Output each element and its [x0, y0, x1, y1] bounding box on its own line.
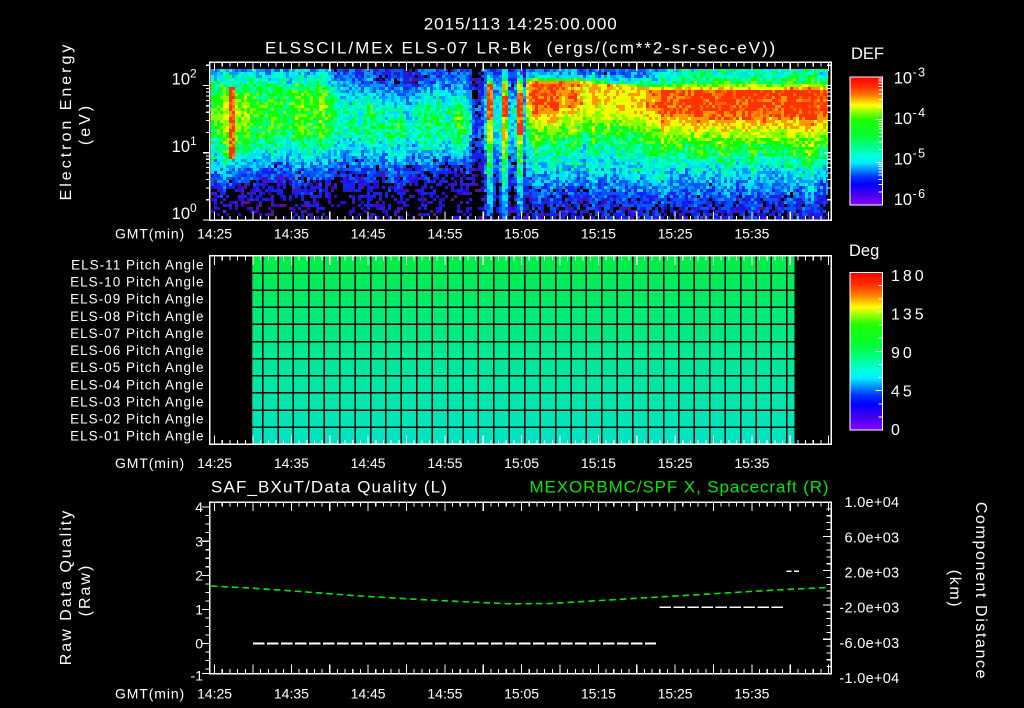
svg-text:14:55: 14:55	[427, 226, 462, 242]
svg-text:10: 10	[172, 205, 190, 223]
svg-text:0: 0	[891, 422, 903, 439]
svg-text:GMT(min): GMT(min)	[115, 226, 185, 242]
svg-text:-2.0e+03: -2.0e+03	[839, 600, 899, 616]
svg-text:90: 90	[891, 345, 915, 362]
svg-text:14:35: 14:35	[274, 226, 309, 242]
svg-text:14:35: 14:35	[274, 455, 309, 471]
svg-text:ELS-04 Pitch Angle: ELS-04 Pitch Angle	[70, 377, 204, 392]
svg-text:10: 10	[894, 110, 912, 128]
svg-text:15:25: 15:25	[658, 455, 693, 471]
svg-text:14:35: 14:35	[274, 686, 309, 702]
svg-text:180: 180	[891, 268, 927, 285]
svg-text:15:35: 15:35	[734, 226, 769, 242]
svg-text:14:45: 14:45	[351, 226, 386, 242]
svg-text:1.0e+04: 1.0e+04	[845, 495, 900, 511]
svg-text:(eV): (eV)	[77, 103, 94, 145]
svg-text:14:55: 14:55	[427, 686, 462, 702]
svg-text:2: 2	[195, 567, 203, 583]
svg-text:Electron Energy: Electron Energy	[58, 42, 75, 201]
svg-text:14:55: 14:55	[427, 455, 462, 471]
svg-text:ELS-06 Pitch Angle: ELS-06 Pitch Angle	[70, 343, 204, 358]
svg-text:-3: -3	[913, 66, 927, 80]
svg-text:ELS-11 Pitch Angle: ELS-11 Pitch Angle	[71, 257, 204, 272]
svg-text:ELS-09 Pitch Angle: ELS-09 Pitch Angle	[70, 292, 204, 307]
svg-text:3: 3	[195, 533, 203, 549]
svg-text:14:45: 14:45	[351, 455, 386, 471]
svg-text:4: 4	[195, 499, 203, 515]
svg-text:ELS-05 Pitch Angle: ELS-05 Pitch Angle	[70, 360, 204, 375]
svg-text:ELS-01 Pitch Angle: ELS-01 Pitch Angle	[70, 429, 204, 444]
svg-text:1: 1	[190, 134, 197, 148]
svg-text:10: 10	[894, 191, 912, 209]
svg-text:2.0e+03: 2.0e+03	[845, 566, 900, 582]
svg-text:-6.0e+03: -6.0e+03	[839, 636, 899, 652]
svg-text:-6: -6	[913, 187, 927, 201]
svg-text:0: 0	[195, 636, 203, 652]
svg-text:15:15: 15:15	[581, 226, 616, 242]
svg-text:15:15: 15:15	[581, 686, 616, 702]
svg-text:15:05: 15:05	[504, 226, 539, 242]
svg-text:SAF_BXuT/Data Quality (L): SAF_BXuT/Data Quality (L)	[211, 478, 448, 497]
svg-text:135: 135	[891, 306, 927, 323]
svg-text:-4: -4	[913, 106, 927, 120]
svg-text:Deg: Deg	[849, 242, 879, 260]
svg-text:ELS-08 Pitch Angle: ELS-08 Pitch Angle	[70, 309, 204, 324]
svg-text:15:15: 15:15	[581, 455, 616, 471]
svg-text:10: 10	[172, 138, 190, 156]
svg-text:GMT(min): GMT(min)	[115, 686, 185, 702]
svg-text:14:25: 14:25	[197, 455, 232, 471]
svg-text:ELS-10 Pitch Angle: ELS-10 Pitch Angle	[70, 275, 204, 290]
svg-text:Component Distance: Component Distance	[972, 502, 989, 680]
svg-text:1: 1	[195, 602, 203, 618]
svg-text:15:05: 15:05	[504, 455, 539, 471]
svg-text:ELS-07 Pitch Angle: ELS-07 Pitch Angle	[70, 326, 204, 341]
svg-text:(km): (km)	[946, 570, 963, 608]
svg-text:14:25: 14:25	[197, 226, 232, 242]
svg-text:(Raw): (Raw)	[77, 564, 94, 617]
svg-text:0: 0	[190, 201, 197, 215]
svg-text:-5: -5	[913, 147, 927, 161]
svg-text:ELS-03 Pitch Angle: ELS-03 Pitch Angle	[70, 395, 204, 410]
svg-text:6.0e+03: 6.0e+03	[845, 530, 900, 546]
svg-text:15:35: 15:35	[734, 686, 769, 702]
svg-text:2015/113 14:25:00.000: 2015/113 14:25:00.000	[424, 15, 618, 34]
svg-text:-1: -1	[191, 668, 204, 684]
svg-text:ELS-02 Pitch Angle: ELS-02 Pitch Angle	[70, 412, 204, 427]
svg-text:15:35: 15:35	[734, 455, 769, 471]
svg-text:14:45: 14:45	[351, 686, 386, 702]
svg-text:10: 10	[894, 70, 912, 88]
svg-text:-1.0e+04: -1.0e+04	[839, 671, 899, 687]
svg-text:MEXORBMC/SPF X, Spacecraft (R): MEXORBMC/SPF X, Spacecraft (R)	[530, 478, 830, 497]
svg-text:10: 10	[894, 151, 912, 169]
svg-text:15:25: 15:25	[658, 226, 693, 242]
svg-text:15:05: 15:05	[504, 686, 539, 702]
svg-text:10: 10	[172, 71, 190, 89]
svg-text:ELSSCIL/MEx ELS-07 LR-Bk (erg: ELSSCIL/MEx ELS-07 LR-Bk (ergs/(cm**2-sr…	[265, 39, 777, 58]
svg-text:GMT(min): GMT(min)	[115, 455, 185, 471]
svg-text:45: 45	[891, 383, 915, 400]
svg-text:15:25: 15:25	[658, 686, 693, 702]
svg-text:2: 2	[190, 67, 197, 81]
svg-text:Raw Data Quality: Raw Data Quality	[58, 509, 75, 666]
svg-text:DEF: DEF	[851, 45, 884, 63]
svg-text:14:25: 14:25	[197, 686, 232, 702]
